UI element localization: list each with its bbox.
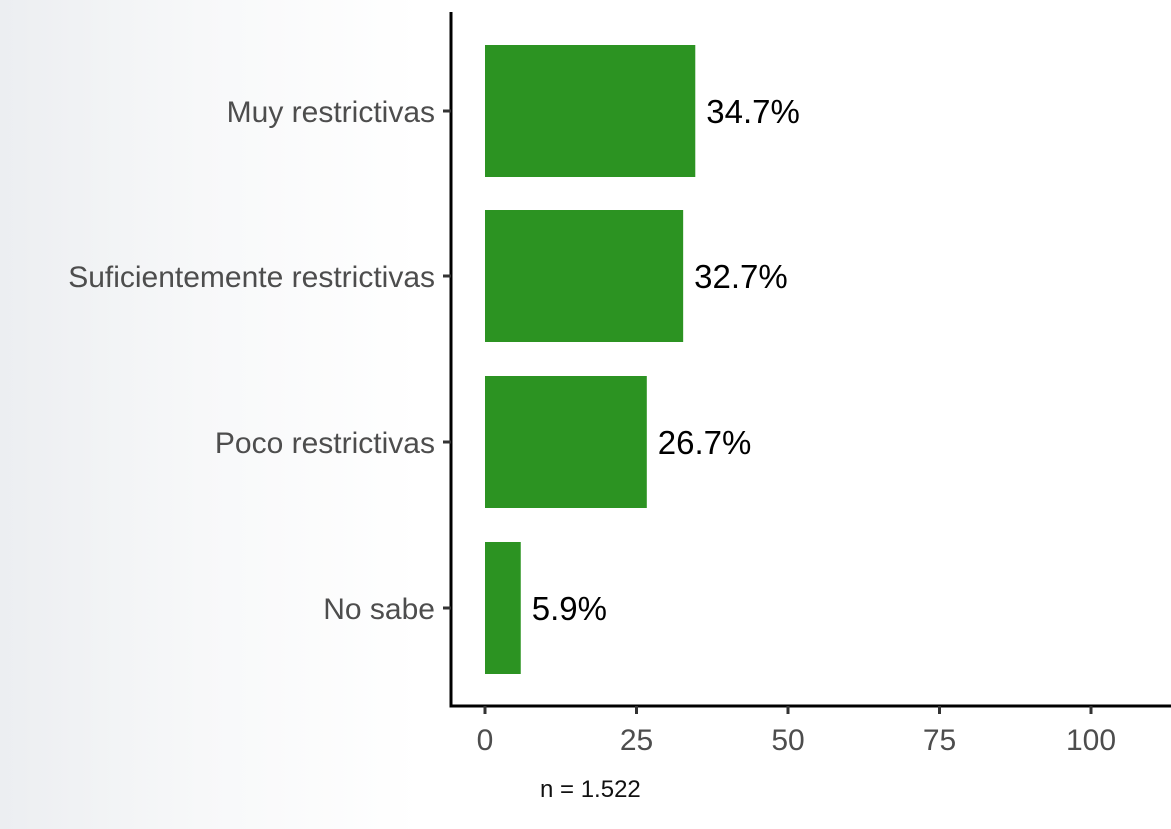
category-label: Poco restrictivas — [215, 427, 435, 460]
bar — [485, 542, 521, 674]
bar — [485, 376, 647, 508]
category-label: Suficientemente restrictivas — [68, 261, 435, 294]
category-label: No sabe — [323, 593, 435, 626]
data-label: 34.7% — [706, 93, 800, 130]
x-tick-label: 100 — [1066, 724, 1116, 757]
category-label: Muy restrictivas — [227, 96, 435, 129]
x-tick-label: 50 — [771, 724, 804, 757]
data-label: 5.9% — [532, 590, 607, 627]
x-tick-label: 0 — [477, 724, 494, 757]
x-tick-label: 25 — [620, 724, 653, 757]
bar — [485, 210, 684, 342]
data-label: 26.7% — [658, 424, 752, 461]
x-tick-label: 75 — [923, 724, 956, 757]
data-label: 32.7% — [694, 258, 788, 295]
bar — [485, 45, 696, 177]
sample-size-note: n = 1.522 — [540, 776, 641, 803]
